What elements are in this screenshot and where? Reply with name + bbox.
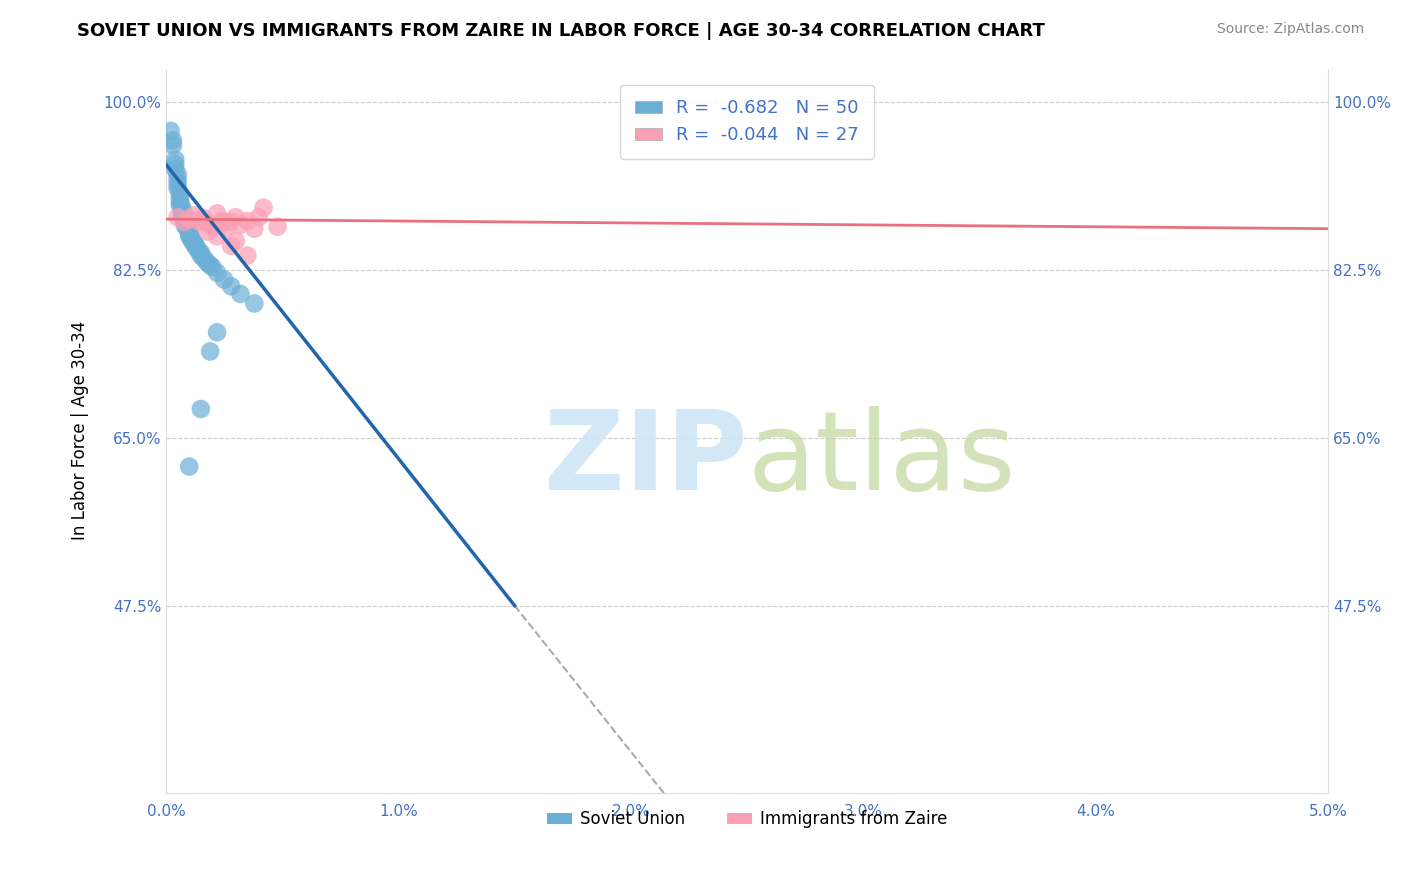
Point	[212, 215, 235, 229]
Point	[180, 233, 202, 247]
Point	[166, 171, 188, 186]
Point	[236, 214, 259, 228]
Point	[219, 239, 242, 253]
Point	[173, 210, 195, 224]
Point	[194, 253, 217, 268]
Point	[183, 237, 205, 252]
Point	[179, 227, 201, 242]
Point	[179, 212, 201, 227]
Point	[197, 256, 219, 270]
Point	[201, 219, 224, 234]
Point	[165, 162, 187, 177]
Point	[201, 260, 224, 274]
Point	[169, 186, 191, 201]
Point	[197, 225, 219, 239]
Point	[219, 215, 242, 229]
Point	[176, 221, 198, 235]
Point	[198, 258, 221, 272]
Point	[243, 296, 266, 310]
Point	[190, 248, 212, 262]
Point	[159, 124, 181, 138]
Legend: Soviet Union, Immigrants from Zaire: Soviet Union, Immigrants from Zaire	[540, 804, 955, 835]
Point	[172, 201, 194, 215]
Point	[205, 266, 228, 280]
Point	[243, 221, 266, 235]
Point	[166, 210, 188, 224]
Point	[205, 206, 228, 220]
Text: SOVIET UNION VS IMMIGRANTS FROM ZAIRE IN LABOR FORCE | AGE 30-34 CORRELATION CHA: SOVIET UNION VS IMMIGRANTS FROM ZAIRE IN…	[77, 22, 1045, 40]
Point	[190, 402, 212, 417]
Point	[169, 199, 191, 213]
Point	[165, 153, 187, 167]
Point	[187, 214, 209, 228]
Point	[179, 459, 201, 474]
Point	[215, 220, 238, 235]
Point	[225, 210, 247, 224]
Point	[219, 279, 242, 293]
Point	[205, 229, 228, 244]
Point	[229, 218, 252, 232]
Point	[229, 286, 252, 301]
Point	[183, 235, 205, 249]
Point	[198, 344, 221, 359]
Point	[211, 214, 233, 228]
Point	[166, 177, 188, 191]
Point	[172, 205, 194, 219]
Text: atlas: atlas	[747, 406, 1015, 513]
Point	[205, 326, 228, 340]
Point	[176, 219, 198, 234]
Point	[190, 215, 212, 229]
Point	[179, 225, 201, 239]
Point	[169, 194, 191, 209]
Point	[183, 208, 205, 222]
Text: ZIP: ZIP	[544, 406, 747, 513]
Point	[172, 202, 194, 217]
Point	[162, 138, 184, 153]
Point	[225, 234, 247, 248]
Point	[169, 191, 191, 205]
Point	[179, 229, 201, 244]
Point	[190, 245, 212, 260]
Point	[173, 215, 195, 229]
Point	[193, 251, 215, 265]
Point	[173, 212, 195, 227]
Point	[247, 210, 270, 224]
Point	[180, 231, 202, 245]
Point	[252, 201, 274, 215]
Point	[165, 157, 187, 171]
Point	[172, 208, 194, 222]
Text: Source: ZipAtlas.com: Source: ZipAtlas.com	[1216, 22, 1364, 37]
Point	[266, 219, 288, 234]
Point	[186, 239, 208, 253]
Point	[197, 216, 219, 230]
Point	[236, 248, 259, 262]
Point	[173, 215, 195, 229]
Point	[162, 133, 184, 147]
Point	[186, 241, 208, 255]
Point	[166, 167, 188, 181]
Point	[166, 181, 188, 195]
Y-axis label: In Labor Force | Age 30-34: In Labor Force | Age 30-34	[72, 321, 89, 541]
Point	[187, 244, 209, 258]
Point	[173, 218, 195, 232]
Point	[193, 211, 215, 226]
Point	[212, 272, 235, 286]
Point	[201, 218, 224, 232]
